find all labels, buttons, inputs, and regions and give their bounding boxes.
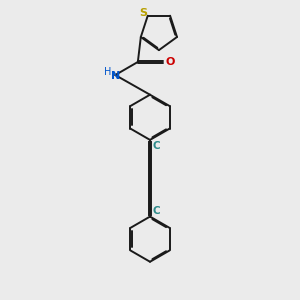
Text: C: C bbox=[152, 141, 160, 152]
Text: S: S bbox=[139, 8, 147, 18]
Text: O: O bbox=[165, 57, 175, 67]
Text: N: N bbox=[111, 71, 120, 81]
Text: C: C bbox=[152, 206, 160, 216]
Text: H: H bbox=[104, 67, 112, 77]
